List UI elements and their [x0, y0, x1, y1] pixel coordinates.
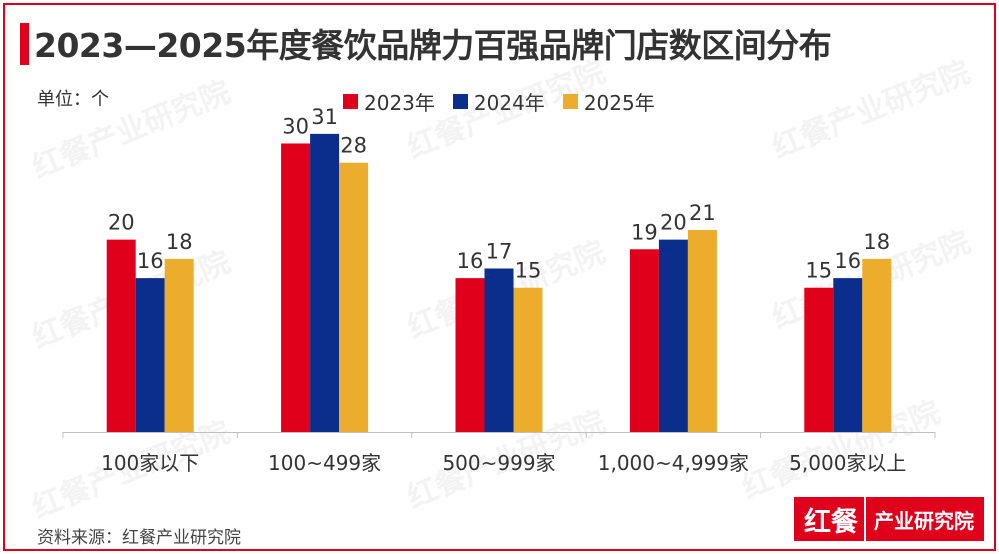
bar	[687, 230, 717, 432]
data-label: 31	[311, 105, 338, 129]
data-label: 16	[137, 249, 164, 273]
legend-item-2023: 2023年	[343, 87, 435, 116]
bar	[455, 278, 485, 432]
brand-logo-name: 产业研究院	[874, 508, 974, 533]
legend-swatch-2025	[562, 94, 578, 109]
data-label: 30	[282, 114, 309, 138]
legend-label-2024: 2024年	[473, 91, 545, 115]
title-accent-bar	[20, 23, 29, 65]
bar	[833, 278, 863, 432]
data-label: 21	[689, 201, 716, 225]
bar	[862, 258, 892, 432]
data-label: 16	[834, 249, 861, 273]
data-label: 20	[108, 211, 135, 235]
data-label: 16	[457, 249, 484, 273]
x-tick-label: 100~499家	[268, 451, 381, 475]
bar	[106, 239, 136, 432]
data-label: 19	[631, 220, 658, 244]
legend: 2023年 2024年 2025年	[343, 87, 655, 116]
data-label: 18	[166, 230, 193, 254]
bar	[513, 287, 543, 432]
bar	[339, 162, 369, 433]
legend-label-2023: 2023年	[364, 91, 435, 115]
legend-swatch-2023	[343, 94, 358, 109]
bar	[629, 249, 659, 432]
chart-frame: 2023—2025年度餐饮品牌力百强品牌门店数区间分布 单位：个 2023年 2…	[3, 3, 996, 551]
data-label: 15	[515, 259, 542, 283]
legend-swatch-2024	[452, 94, 468, 109]
data-label: 15	[805, 259, 832, 283]
x-tick-label: 5,000家以上	[789, 451, 906, 475]
bar	[804, 287, 834, 432]
legend-item-2024: 2024年	[452, 87, 545, 116]
data-label: 17	[486, 240, 513, 264]
bar	[310, 133, 340, 432]
x-tick-label: 500~999家	[442, 451, 555, 475]
bar	[135, 278, 165, 432]
legend-item-2025: 2025年	[562, 87, 655, 116]
bar	[281, 143, 311, 432]
chart-title: 2023—2025年度餐饮品牌力百强品牌门店数区间分布	[34, 26, 832, 65]
x-tick-label: 1,000~4,999家	[598, 451, 749, 475]
brand-logo-mark: 红餐	[794, 497, 866, 541]
brand-logo: 红餐 产业研究院	[794, 497, 984, 541]
bar	[484, 268, 514, 432]
source-note: 资料来源：红餐产业研究院	[37, 528, 241, 548]
x-tick-label: 100家以下	[101, 451, 199, 475]
data-label: 20	[660, 211, 687, 235]
data-label: 28	[340, 134, 367, 158]
bar	[164, 258, 194, 432]
unit-label: 单位：个	[37, 89, 109, 110]
data-label: 18	[863, 230, 890, 254]
bar	[658, 239, 688, 432]
legend-label-2025: 2025年	[583, 91, 655, 115]
